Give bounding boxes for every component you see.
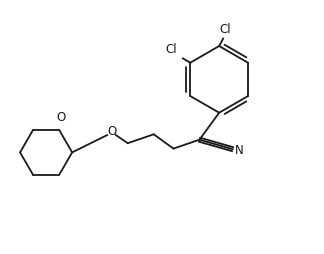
Text: O: O (56, 111, 65, 124)
Text: N: N (235, 144, 244, 157)
Text: O: O (107, 125, 116, 138)
Text: Cl: Cl (219, 23, 231, 36)
Text: Cl: Cl (165, 43, 177, 56)
